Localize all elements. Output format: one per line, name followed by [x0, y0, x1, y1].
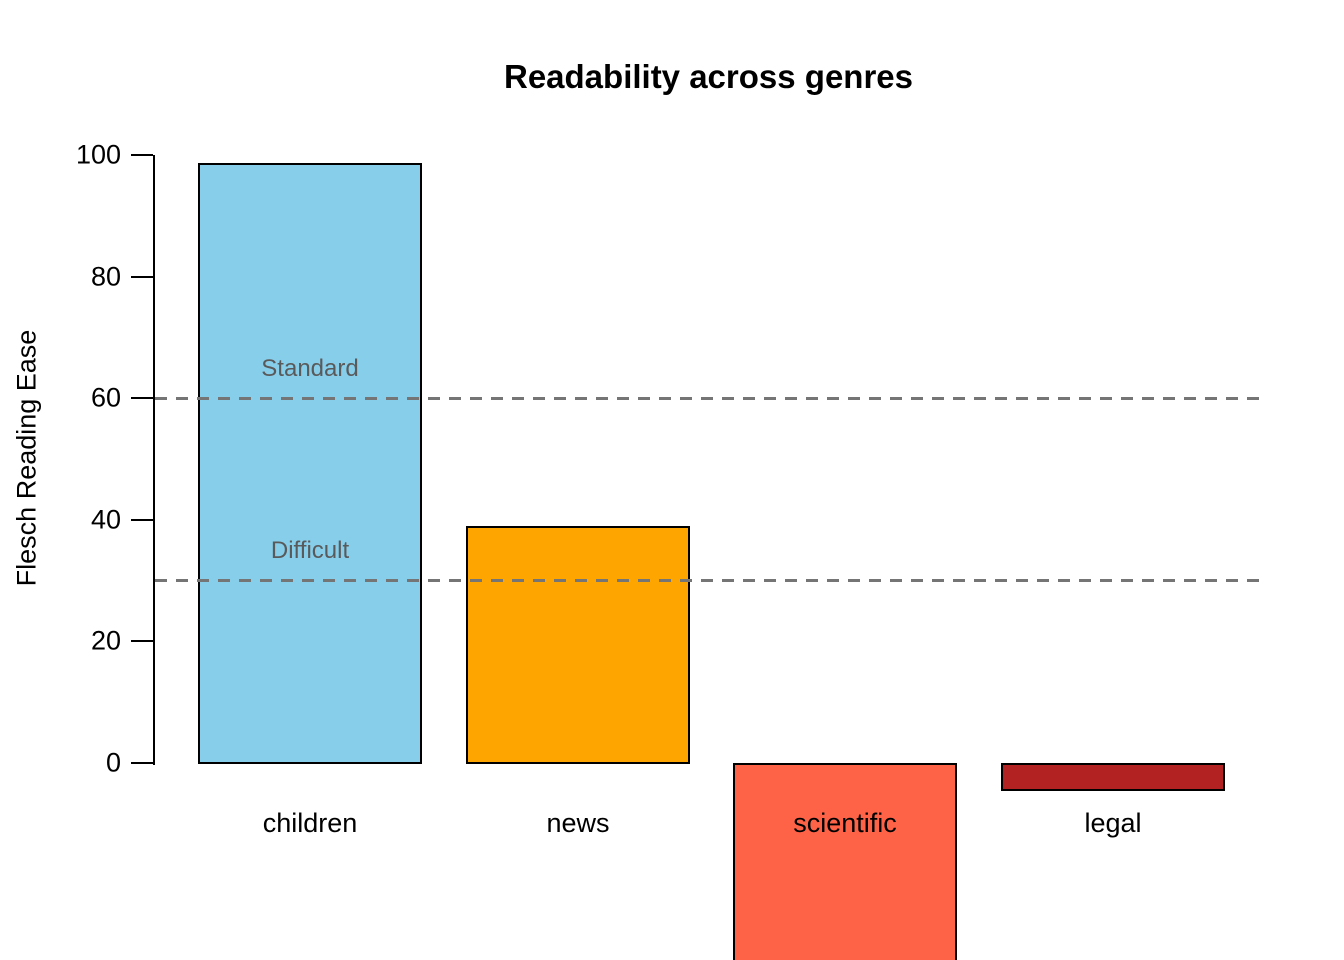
reference-line-label: Difficult [270, 537, 350, 565]
y-axis-tick [131, 154, 153, 157]
y-axis-title: Flesch Reading Ease [11, 329, 42, 587]
y-axis-tick [131, 761, 153, 764]
x-axis-label-news: news [546, 808, 610, 838]
x-axis-label-legal: legal [1084, 808, 1142, 838]
bar-children [198, 163, 422, 765]
y-axis-tick [131, 518, 153, 521]
y-axis-tick-label: 40 [90, 504, 121, 535]
y-axis-tick-label: 100 [75, 139, 121, 170]
y-axis-tick-label: 60 [90, 382, 121, 413]
y-axis-tick [131, 275, 153, 278]
y-axis-tick-label: 80 [90, 261, 121, 292]
y-axis-line [153, 155, 155, 765]
chart-title: Readability across genres [503, 58, 914, 95]
bar-news [466, 526, 690, 765]
reference-line-label: Standard [261, 355, 359, 383]
reference-line [155, 579, 1262, 583]
bar-scientific [733, 762, 957, 960]
y-axis-tick [131, 397, 153, 400]
y-axis-tick [131, 640, 153, 643]
y-axis-tick-label: 20 [90, 625, 121, 656]
x-axis-label-children: children [262, 808, 358, 838]
bar-legal [1001, 762, 1225, 792]
x-axis-label-scientific: scientific [793, 808, 897, 838]
y-axis-tick-label: 0 [105, 747, 121, 777]
reference-line [155, 397, 1262, 401]
